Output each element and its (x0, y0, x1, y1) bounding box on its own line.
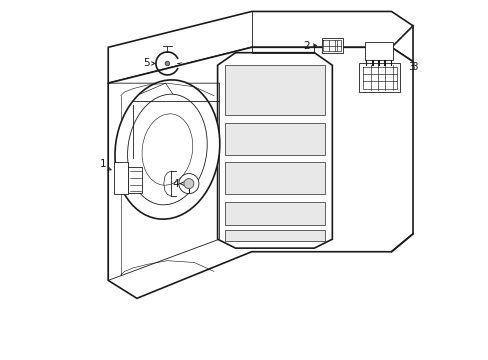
Polygon shape (217, 53, 332, 248)
Text: 5: 5 (143, 58, 150, 68)
Polygon shape (224, 202, 325, 225)
Text: 1: 1 (100, 159, 106, 169)
Polygon shape (113, 162, 128, 194)
Polygon shape (128, 167, 142, 193)
Circle shape (179, 174, 199, 194)
Circle shape (183, 179, 194, 189)
Polygon shape (364, 42, 392, 60)
Polygon shape (224, 162, 325, 194)
Polygon shape (359, 63, 400, 92)
Text: 3: 3 (410, 62, 417, 72)
Polygon shape (108, 12, 412, 83)
Polygon shape (108, 47, 412, 298)
Text: 4: 4 (172, 179, 179, 189)
Ellipse shape (115, 80, 219, 219)
Polygon shape (224, 230, 325, 241)
Ellipse shape (127, 94, 207, 205)
Circle shape (165, 61, 169, 66)
Text: 3: 3 (407, 62, 413, 72)
Text: 2: 2 (302, 41, 309, 50)
Ellipse shape (142, 114, 192, 185)
Polygon shape (224, 123, 325, 155)
Polygon shape (224, 65, 325, 116)
Polygon shape (321, 39, 343, 53)
